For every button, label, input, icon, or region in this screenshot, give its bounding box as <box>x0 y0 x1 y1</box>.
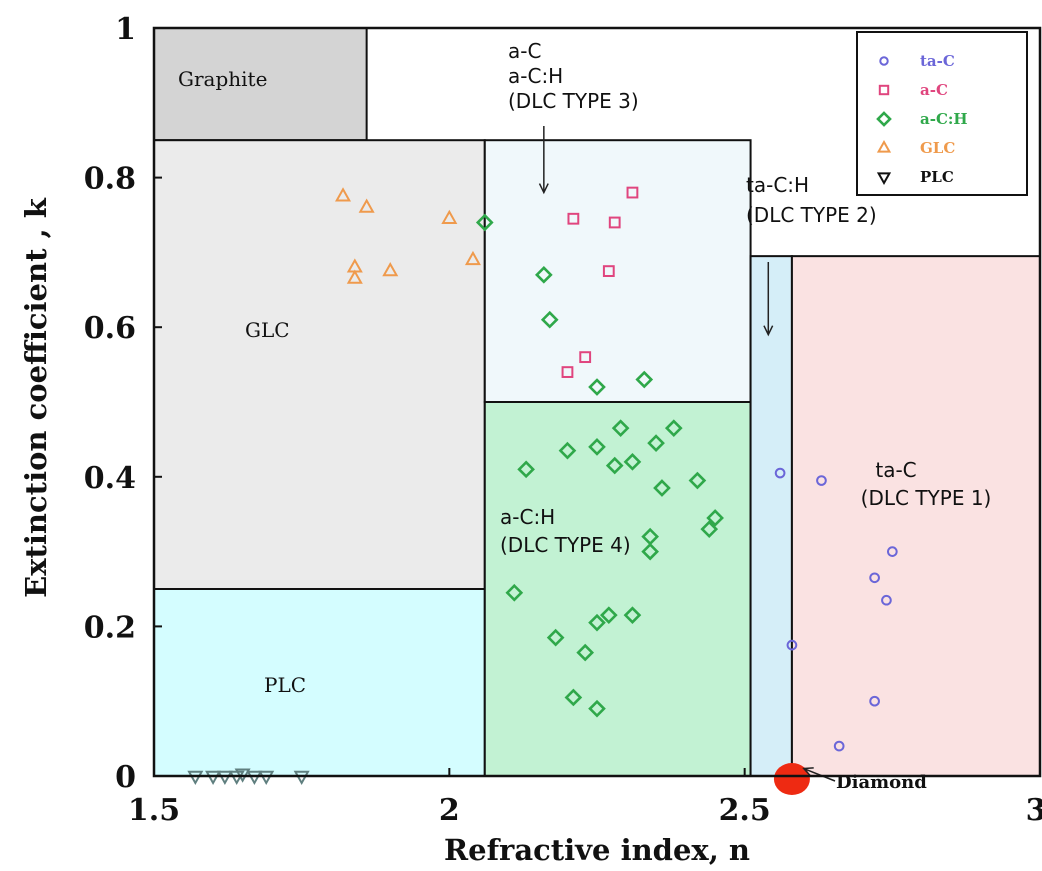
point-a-C-0 <box>567 212 580 225</box>
y-tick-label-3: 0.6 <box>84 311 136 346</box>
point-ta-C-0 <box>774 467 786 479</box>
point-a-C-2 <box>626 186 639 199</box>
point-a-C:H-0 <box>475 213 494 232</box>
point-a-C:H-26 <box>588 699 606 718</box>
legend-marker-4 <box>876 172 892 186</box>
point-a-C:H-21 <box>588 613 606 632</box>
annotation-arrowhead-1 <box>763 325 774 337</box>
x-tick-label-0: 1.5 <box>128 793 180 828</box>
legend-marker-2 <box>876 111 892 127</box>
point-ta-C-4 <box>886 546 898 557</box>
legend-marker-0 <box>879 56 889 66</box>
region-5 <box>749 255 793 777</box>
annotation-0: a-C a-C:H (DLC TYPE 3) <box>508 39 639 113</box>
region-4 <box>483 401 752 777</box>
point-PLC-1 <box>205 770 222 786</box>
point-PLC-5 <box>246 770 263 786</box>
point-a-C:H-16 <box>700 520 719 538</box>
point-GLC-2 <box>441 209 458 224</box>
x-tick-label-1: 2 <box>439 793 460 828</box>
point-a-C:H-15 <box>706 509 724 527</box>
legend-marker-3 <box>876 139 892 153</box>
point-ta-C-2 <box>869 572 880 584</box>
region-0 <box>153 27 368 142</box>
point-a-C:H-25 <box>564 688 583 707</box>
legend-label-2: a-C:H <box>920 110 968 128</box>
point-ta-C-5 <box>786 639 798 651</box>
point-GLC-6 <box>464 250 481 266</box>
point-a-C:H-8 <box>611 419 630 438</box>
y-axis-title: Extinction coefficient , k <box>19 197 53 598</box>
point-ta-C-6 <box>869 695 880 707</box>
point-a-C:H-19 <box>505 583 524 602</box>
point-a-C-4 <box>579 351 592 364</box>
point-GLC-5 <box>346 269 363 284</box>
point-ta-C-7 <box>833 740 845 752</box>
point-a-C:H-9 <box>623 453 642 471</box>
point-GLC-0 <box>335 187 352 202</box>
point-a-C:H-2 <box>540 310 559 329</box>
point-PLC-6 <box>258 770 275 786</box>
y-tick-label-4: 0.8 <box>84 162 136 197</box>
annotation-layer: a-C a-C:H (DLC TYPE 3)ta-C:H (DLC TYPE 2)Di… <box>508 39 927 793</box>
point-PLC-0 <box>187 770 204 786</box>
region-label-4: a-C:H (DLC TYPE 4) <box>500 505 631 557</box>
point-ta-C-3 <box>881 594 892 606</box>
point-a-C:H-22 <box>599 606 618 625</box>
point-a-C-1 <box>608 216 621 229</box>
point-a-C:H-24 <box>576 643 595 662</box>
region-6 <box>790 255 1041 777</box>
x-tick-label-3: 3 <box>1026 793 1042 828</box>
region-1 <box>153 139 486 590</box>
region-2 <box>153 588 486 777</box>
region-label-2: PLC <box>264 673 306 697</box>
point-a-C:H-11 <box>647 434 665 452</box>
legend-label-4: PLC <box>920 168 954 186</box>
diamond-marker <box>773 763 810 795</box>
annotation-1: ta-C:H (DLC TYPE 2) <box>746 173 877 227</box>
point-GLC-4 <box>382 262 399 277</box>
point-a-C-5 <box>561 366 574 378</box>
point-a-C:H-13 <box>653 479 671 497</box>
legend-label-3: GLC <box>920 139 955 157</box>
point-a-C:H-20 <box>546 628 565 647</box>
point-GLC-1 <box>358 198 375 213</box>
x-tick-label-2: 2.5 <box>719 793 771 828</box>
legend-label-1: a-C <box>920 81 948 99</box>
point-a-C:H-18 <box>641 542 659 561</box>
annotation-arrowhead-2 <box>802 767 814 777</box>
point-a-C:H-23 <box>623 606 642 625</box>
point-ta-C-1 <box>816 475 827 486</box>
y-tick-label-1: 0.2 <box>84 610 136 645</box>
point-PLC-7 <box>293 770 310 786</box>
region-label-6: ta-C (DLC TYPE 1) <box>861 458 992 510</box>
point-a-C:H-5 <box>517 460 535 479</box>
points-layer <box>187 186 898 795</box>
legend: ta-C a-C a-C:H GLC PLC <box>856 31 1028 196</box>
point-a-C-3 <box>602 265 615 278</box>
plot-frame <box>152 26 1042 778</box>
y-tick-label-2: 0.4 <box>84 461 136 496</box>
x-axis-title: Refractive index, n <box>444 833 750 867</box>
point-a-C:H-10 <box>605 456 624 475</box>
point-a-C:H-14 <box>688 471 707 490</box>
region-3 <box>483 139 752 403</box>
y-tick-label-5: 1 <box>115 12 136 47</box>
region-label-0: Graphite <box>178 67 267 91</box>
point-a-C:H-7 <box>588 438 606 456</box>
y-tick-label-0: 0 <box>115 760 136 795</box>
legend-label-0: ta-C <box>920 52 955 70</box>
axes-layer: 1.5 2 2.5 3 0 0.2 0.4 0.6 0.8 1 Refractive index, … <box>19 12 1042 867</box>
point-a-C:H-3 <box>588 378 606 396</box>
point-a-C:H-6 <box>558 441 577 460</box>
point-a-C:H-4 <box>635 370 654 389</box>
legend-marker-1 <box>878 84 890 96</box>
point-a-C:H-1 <box>535 266 553 284</box>
point-a-C:H-12 <box>664 419 683 438</box>
point-PLC-2 <box>216 770 233 786</box>
region-label-1: GLC <box>245 318 290 342</box>
annotation-arrowhead-0 <box>538 183 549 195</box>
